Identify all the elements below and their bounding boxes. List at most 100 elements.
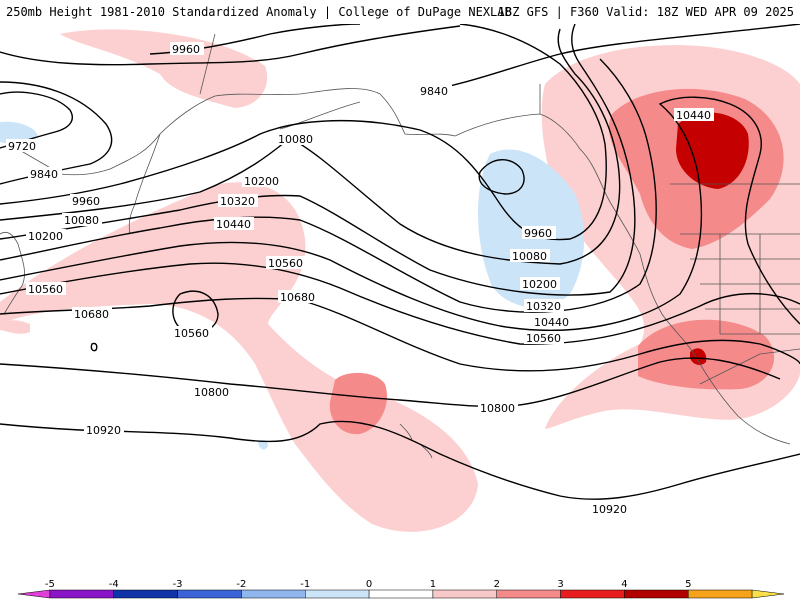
contour-label-bg bbox=[192, 385, 232, 398]
border bbox=[699, 348, 800, 385]
contour-label-bg bbox=[276, 132, 316, 145]
strong-positive-anomaly-region bbox=[638, 319, 775, 390]
colorbar-tick-label: 0 bbox=[366, 579, 372, 590]
contour-label: 10560 bbox=[526, 332, 561, 345]
contour-label: 10200 bbox=[244, 175, 279, 188]
contour-label: 9720 bbox=[8, 140, 36, 153]
contour-label: 9840 bbox=[420, 85, 448, 98]
contour-label: 10320 bbox=[220, 195, 255, 208]
contour-label-bg bbox=[26, 229, 66, 242]
contour-label: 10800 bbox=[480, 402, 515, 415]
contour-label-bg bbox=[524, 299, 564, 312]
contour-10680 bbox=[0, 297, 800, 372]
contour-label: 10200 bbox=[522, 278, 557, 291]
contour-label: 10680 bbox=[74, 308, 109, 321]
contour-label: 10440 bbox=[216, 218, 251, 231]
contour-label-bg bbox=[6, 139, 40, 152]
positive-anomaly-region bbox=[60, 29, 268, 108]
colorbar-segment bbox=[751, 589, 785, 599]
border bbox=[719, 234, 761, 334]
contour-label-bg bbox=[510, 249, 550, 262]
contour-label: 10320 bbox=[526, 300, 561, 313]
contour-9960-low bbox=[478, 159, 525, 195]
coastline bbox=[0, 231, 25, 315]
weather-map: 9960 9840 9720 9840 9960 10080 10200 100… bbox=[0, 24, 800, 576]
contour-label: 9960 bbox=[72, 195, 100, 208]
contour-label-bg bbox=[278, 290, 318, 303]
contour-label-bg bbox=[218, 194, 258, 207]
extreme-positive-anomaly-region bbox=[676, 112, 749, 189]
border bbox=[680, 233, 800, 335]
colorbar-segment bbox=[624, 589, 689, 599]
colorbar-segment bbox=[49, 589, 114, 599]
header: 250mb Height 1981-2010 Standardized Anom… bbox=[0, 0, 800, 24]
contour-label-bg bbox=[266, 256, 306, 269]
colorbar-tick-label: -5 bbox=[45, 579, 55, 590]
contour-label: 10680 bbox=[280, 291, 315, 304]
contour-10320 bbox=[0, 58, 657, 313]
colorbar-tick-label: -2 bbox=[236, 579, 246, 590]
contour-label-bg bbox=[242, 174, 282, 187]
contour-small-circle bbox=[90, 342, 98, 352]
contour-label-bg bbox=[172, 326, 212, 339]
contour-label-bg bbox=[532, 315, 572, 328]
colorbar-segment bbox=[241, 589, 306, 599]
negative-anomaly-region bbox=[258, 439, 268, 450]
contour-label: 10560 bbox=[28, 283, 63, 296]
strong-positive-anomaly-region bbox=[329, 372, 388, 435]
contour-label: 10080 bbox=[512, 250, 547, 263]
contour-label: 10560 bbox=[268, 257, 303, 270]
coastline bbox=[279, 101, 361, 130]
contour-label-bg bbox=[62, 213, 102, 226]
map-canvas: 9960 9840 9720 9840 9960 10080 10200 100… bbox=[0, 24, 800, 532]
contour-label-group: 9960 9840 9720 9840 9960 10080 10200 100… bbox=[6, 42, 714, 516]
colorbar-segment bbox=[177, 589, 242, 599]
contour-label-bg bbox=[72, 307, 112, 320]
colorbar-segment bbox=[305, 589, 370, 599]
contour-label-bg bbox=[524, 331, 564, 344]
contour-10440 bbox=[0, 96, 800, 331]
contour-label: 10440 bbox=[534, 316, 569, 329]
positive-anomaly-region bbox=[0, 182, 478, 532]
contour-label: 10080 bbox=[64, 214, 99, 227]
colorbar-tick-label: 5 bbox=[685, 579, 691, 590]
contour-label-bg bbox=[674, 108, 714, 121]
contour-9840-mid bbox=[419, 24, 800, 93]
contour-label-bg bbox=[520, 277, 560, 290]
colorbar-segment bbox=[368, 589, 434, 599]
contour-10560-south bbox=[0, 262, 800, 345]
contour-label: 10440 bbox=[676, 109, 711, 122]
contour-9720 bbox=[0, 91, 73, 149]
colorbar-tick-label: -4 bbox=[109, 579, 119, 590]
colorbar-canvas: -5 -4 -3 -2 -1 0 1 2 3 4 5 bbox=[17, 579, 785, 599]
contour-label-bg bbox=[70, 194, 104, 207]
coastline bbox=[9, 88, 456, 176]
anomaly-shading bbox=[0, 29, 800, 532]
colorbar-tick-label: 1 bbox=[430, 579, 436, 590]
height-contours bbox=[0, 24, 800, 500]
contour-label-bg bbox=[214, 217, 254, 230]
contour-label: 10200 bbox=[28, 230, 63, 243]
contour-9840-north bbox=[0, 25, 461, 66]
contour-label-bg bbox=[170, 42, 204, 55]
colorbar-segment bbox=[113, 589, 178, 599]
contour-label: 10800 bbox=[194, 386, 229, 399]
contour-label: 9960 bbox=[172, 43, 200, 56]
coastline bbox=[199, 33, 216, 95]
colorbar-tick-label: 4 bbox=[621, 579, 627, 590]
contour-label: 10920 bbox=[592, 503, 627, 516]
model-run-info: 18Z GFS | F360 Valid: 18Z WED APR 09 202… bbox=[497, 5, 794, 19]
contour-label: 9960 bbox=[524, 227, 552, 240]
colorbar-segment bbox=[560, 589, 625, 599]
colorbar-segment bbox=[432, 589, 497, 599]
contour-10800 bbox=[0, 357, 781, 408]
contour-10200 bbox=[0, 24, 636, 296]
colorbar-tick-label: 2 bbox=[494, 579, 500, 590]
contour-label: 10920 bbox=[86, 424, 121, 437]
positive-anomaly-region bbox=[0, 320, 30, 334]
colorbar-tick-label: 3 bbox=[557, 579, 563, 590]
contour-label: 9840 bbox=[30, 168, 58, 181]
contour-label-bg bbox=[478, 401, 518, 414]
contour-label: 10080 bbox=[278, 133, 313, 146]
